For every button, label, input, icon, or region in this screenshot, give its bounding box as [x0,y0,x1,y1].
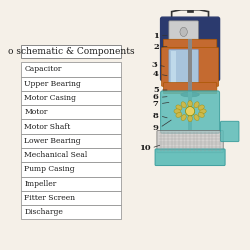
Text: Capacitor: Capacitor [24,66,62,74]
Text: Fitter Screen: Fitter Screen [24,194,75,202]
Ellipse shape [194,114,199,120]
Bar [188,39,192,130]
FancyBboxPatch shape [162,48,219,86]
FancyBboxPatch shape [220,121,239,142]
FancyBboxPatch shape [169,21,198,43]
FancyBboxPatch shape [163,82,217,94]
FancyBboxPatch shape [155,149,225,166]
Ellipse shape [176,105,182,110]
Bar [22,120,121,134]
FancyBboxPatch shape [22,45,121,58]
FancyBboxPatch shape [157,130,223,153]
Ellipse shape [198,105,204,110]
Ellipse shape [181,114,186,120]
Text: Pump Casing: Pump Casing [24,166,75,173]
Text: 7: 7 [153,100,159,108]
Bar [22,134,121,148]
Text: Mechanical Seal: Mechanical Seal [24,151,88,159]
Bar [22,176,121,191]
Bar [22,76,121,91]
Text: 10: 10 [139,144,150,152]
Text: 3: 3 [151,61,157,69]
Ellipse shape [198,112,204,117]
Text: 4: 4 [153,70,159,78]
Bar [22,205,121,220]
Ellipse shape [188,115,192,122]
Text: 8: 8 [153,112,159,120]
Ellipse shape [181,102,186,108]
Bar [171,51,176,82]
Ellipse shape [180,27,187,36]
FancyBboxPatch shape [163,39,217,52]
Bar [187,7,193,12]
Ellipse shape [186,106,195,116]
Bar [22,162,121,176]
Text: Impeller: Impeller [24,180,56,188]
Text: 5: 5 [153,86,159,94]
Ellipse shape [188,100,192,107]
Bar [22,62,121,76]
Text: 9: 9 [153,124,159,132]
Text: 1: 1 [153,32,159,40]
Text: Motor: Motor [24,108,48,116]
Text: Upper Bearing: Upper Bearing [24,80,81,88]
Text: o schematic & Components: o schematic & Components [8,47,134,56]
Text: 6: 6 [153,93,159,101]
Ellipse shape [174,109,180,114]
Ellipse shape [200,109,206,114]
Text: Lower Bearing: Lower Bearing [24,137,81,145]
FancyBboxPatch shape [160,91,220,133]
FancyBboxPatch shape [169,50,198,84]
Bar [22,191,121,205]
Ellipse shape [194,102,199,108]
Bar [22,91,121,105]
Text: Motor Shaft: Motor Shaft [24,122,70,130]
FancyBboxPatch shape [160,17,220,81]
Text: 2: 2 [153,43,159,51]
Bar [22,105,121,120]
Ellipse shape [176,112,182,117]
Bar [22,148,121,162]
Ellipse shape [181,92,199,97]
Text: Motor Casing: Motor Casing [24,94,76,102]
Text: Discharge: Discharge [24,208,63,216]
